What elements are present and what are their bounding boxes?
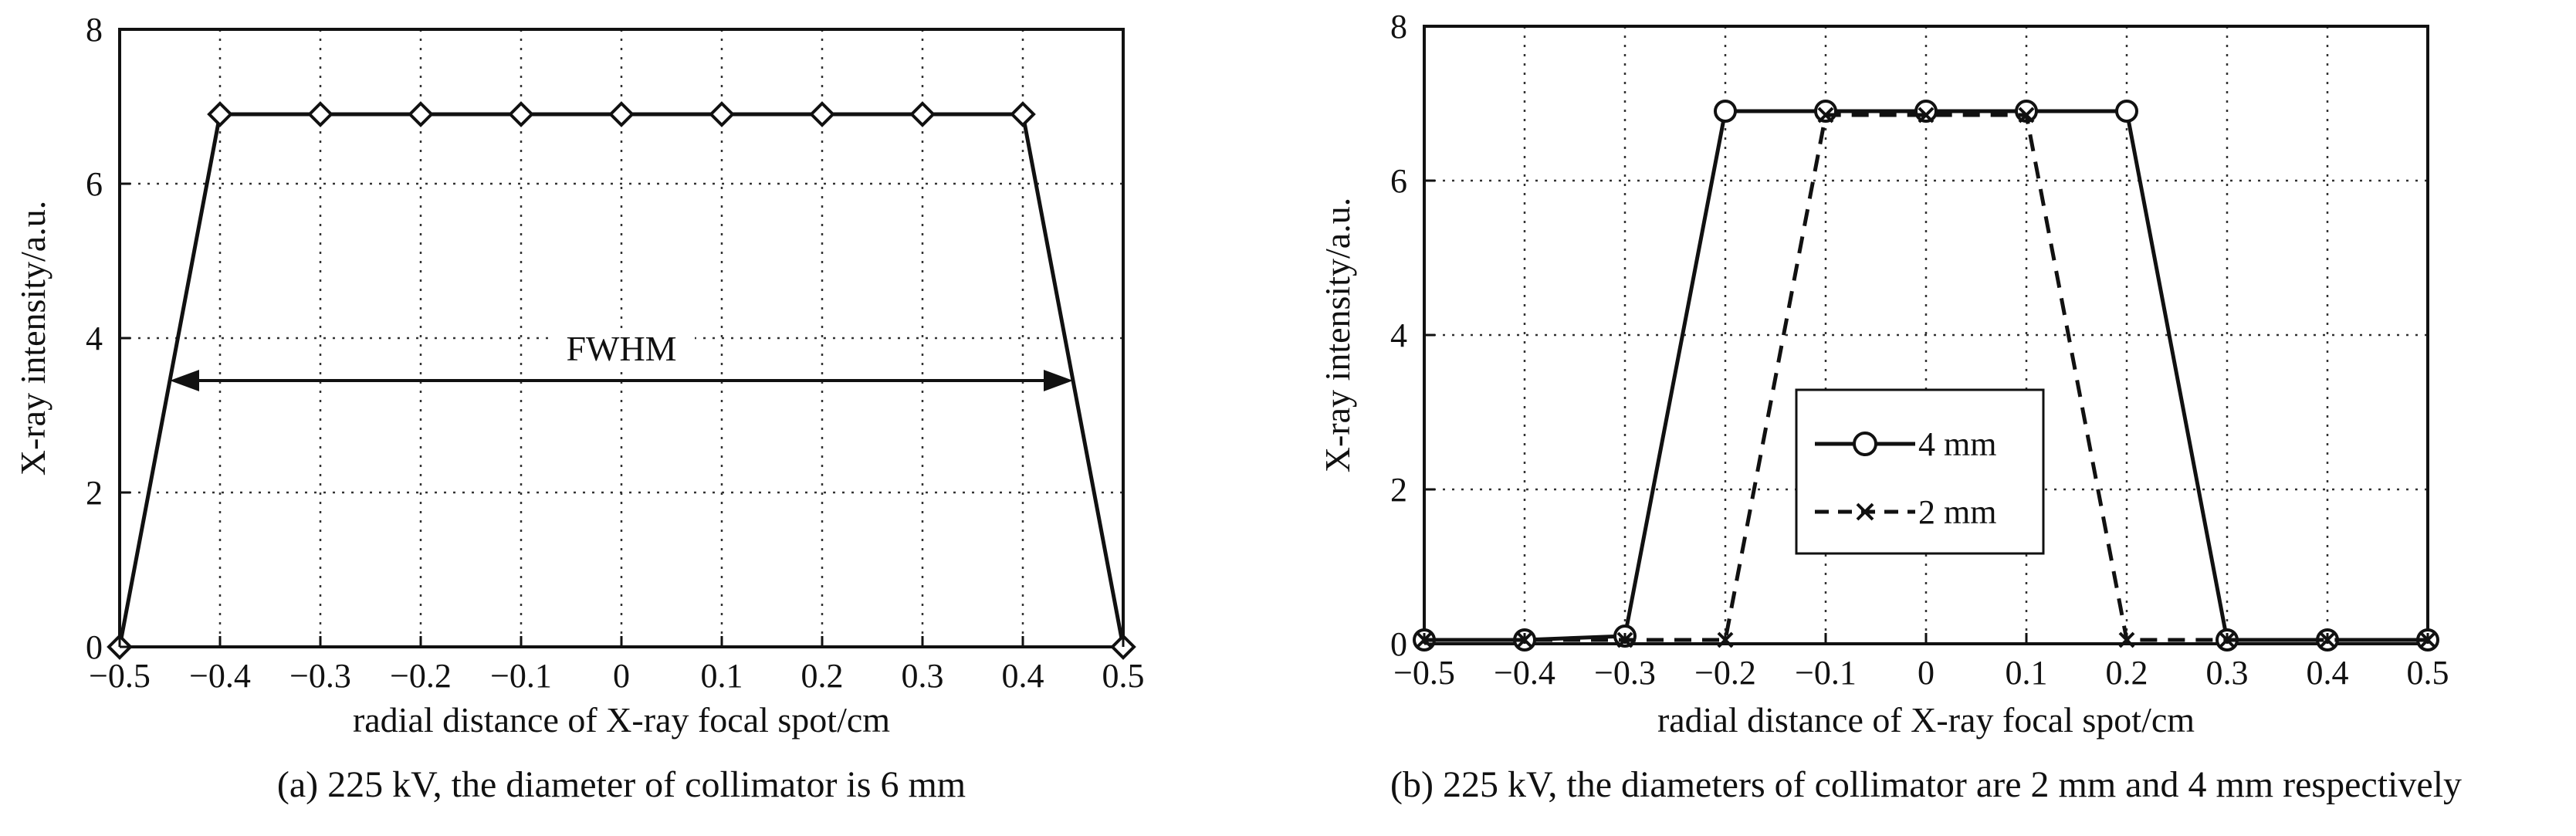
y-tick-label: 6 bbox=[86, 165, 103, 203]
legend-entry-4mm: 4 mm bbox=[1815, 425, 1996, 463]
legend-marker-x bbox=[1856, 503, 1874, 521]
chart-panel-b: −0.5 −0.4 −0.3 −0.2 −0.1 0 0.1 0.2 0.3 0.4 0.5 0 2 4 6… bbox=[1318, 8, 2462, 805]
x-tick-label: 0.1 bbox=[2006, 654, 2048, 692]
x-tick-label: −0.5 bbox=[1393, 654, 1455, 692]
x-tick-label: −0.2 bbox=[1694, 654, 1756, 692]
data-point-x bbox=[1817, 107, 1834, 124]
caption-a: (a) 225 kV, the diameter of collimator i… bbox=[277, 764, 966, 805]
x-tick-label: 0.4 bbox=[1002, 657, 1044, 695]
x-tick-label: 0.2 bbox=[801, 657, 844, 695]
y-tick-label: 8 bbox=[86, 11, 103, 49]
fwhm-label-background bbox=[548, 328, 695, 370]
y-tick-label: 2 bbox=[86, 474, 103, 512]
x-tick-label: 0.4 bbox=[2307, 654, 2349, 692]
data-point-circle bbox=[2115, 100, 2138, 123]
y-tick-label: 2 bbox=[1390, 471, 1407, 509]
data-point-x bbox=[2018, 107, 2035, 124]
data-point-diamond bbox=[207, 101, 233, 127]
x-axis-label-b: radial distance of X-ray focal spot/cm bbox=[1657, 700, 2195, 740]
legend: 4 mm 2 mm bbox=[1795, 388, 2045, 555]
data-point-circle bbox=[1814, 100, 1837, 123]
data-point-diamond bbox=[809, 101, 835, 127]
fwhm-arrowhead-right bbox=[1044, 370, 1073, 391]
series-line-2mm bbox=[1424, 113, 2428, 642]
x-tick-label: −0.5 bbox=[89, 657, 151, 695]
legend-entry-2mm: 2 mm bbox=[1815, 493, 1996, 531]
x-tick-label: 0.3 bbox=[902, 657, 944, 695]
data-point-x bbox=[1918, 107, 1935, 124]
fwhm-annotation: FWHM bbox=[170, 328, 1073, 391]
x-tick-label: −0.3 bbox=[289, 657, 351, 695]
series-group-b bbox=[1413, 100, 2439, 652]
fwhm-arrowhead-left bbox=[170, 370, 199, 391]
y-tick-label: 4 bbox=[86, 320, 103, 357]
data-point-diamond bbox=[408, 101, 434, 127]
data-point-diamond bbox=[508, 101, 534, 127]
series-line-4mm bbox=[1424, 109, 2428, 642]
y-tick-label: 6 bbox=[1390, 162, 1407, 200]
x-axis-label-a: radial distance of X-ray focal spot/cm bbox=[353, 700, 890, 740]
x-tick-label: 0 bbox=[613, 657, 630, 695]
x-tick-label: 0.1 bbox=[701, 657, 743, 695]
x-tick-label: 0.5 bbox=[2407, 654, 2449, 692]
x-tick-label: −0.3 bbox=[1594, 654, 1656, 692]
y-tick-label: 4 bbox=[1390, 316, 1407, 354]
data-point-diamond bbox=[307, 101, 333, 127]
y-tick-label: 8 bbox=[1390, 8, 1407, 46]
x-tick-label: −0.1 bbox=[490, 657, 552, 695]
data-point-diamond bbox=[608, 101, 635, 127]
chart-panel-a: −0.5 −0.4 −0.3 −0.2 −0.1 0 0.1 0.2 0.3 0.4 0.5 0 2 4 6… bbox=[13, 11, 1145, 805]
legend-marker-circle bbox=[1853, 432, 1877, 456]
x-tick-label: −0.4 bbox=[1494, 654, 1555, 692]
y-axis-label-a: X-ray intensity/a.u. bbox=[13, 201, 52, 476]
data-point-circle bbox=[1914, 100, 1938, 123]
y-axis-label-b: X-ray intensity/a.u. bbox=[1318, 198, 1357, 472]
fwhm-label: FWHM bbox=[566, 329, 676, 368]
tick-labels-b: −0.5 −0.4 −0.3 −0.2 −0.1 0 0.1 0.2 0.3 0.4 0.5 0 2 4 6… bbox=[1390, 8, 2449, 692]
x-tick-label: −0.2 bbox=[390, 657, 452, 695]
tick-labels-a: −0.5 −0.4 −0.3 −0.2 −0.1 0 0.1 0.2 0.3 0.4 0.5 0 2 4 6… bbox=[86, 11, 1145, 695]
y-tick-label: 0 bbox=[1390, 625, 1407, 663]
data-point-circle bbox=[1714, 100, 1737, 123]
grid-b bbox=[1424, 26, 2428, 644]
caption-b: (b) 225 kV, the diameters of collimator … bbox=[1390, 764, 2462, 805]
x-tick-label: −0.4 bbox=[189, 657, 251, 695]
series-group-a bbox=[107, 101, 1136, 660]
legend-label-4mm: 4 mm bbox=[1918, 425, 1996, 463]
y-tick-label: 0 bbox=[86, 628, 103, 666]
data-point-diamond bbox=[709, 101, 735, 127]
x-tick-label: 0.2 bbox=[2106, 654, 2148, 692]
legend-label-2mm: 2 mm bbox=[1918, 493, 1996, 531]
x-tick-label: −0.1 bbox=[1795, 654, 1857, 692]
x-tick-label: 0.3 bbox=[2206, 654, 2249, 692]
data-point-diamond bbox=[1010, 101, 1036, 127]
legend-box bbox=[1795, 388, 2045, 555]
data-point-diamond bbox=[909, 101, 936, 127]
x-tick-label: 0 bbox=[1918, 654, 1935, 692]
x-tick-label: 0.5 bbox=[1102, 657, 1145, 695]
